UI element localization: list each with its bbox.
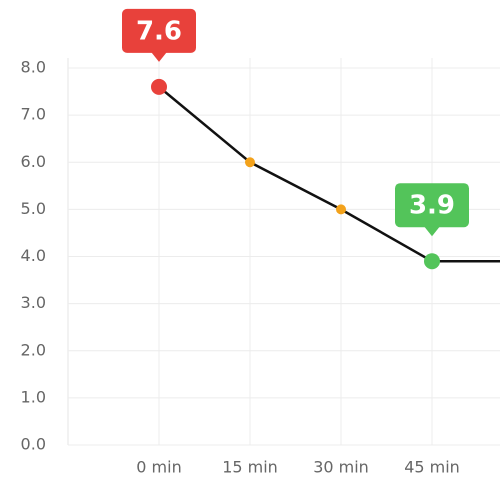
y-tick-label: 8.0	[21, 58, 46, 77]
point	[336, 204, 346, 215]
y-tick-label: 0.0	[21, 435, 46, 454]
callout-pointer	[424, 226, 440, 237]
callout-box	[122, 8, 196, 53]
y-tick-label: 5.0	[21, 199, 46, 218]
point	[245, 157, 255, 168]
x-tick-label: 45 min	[404, 458, 460, 477]
x-tick-label: 0 min	[136, 458, 181, 477]
callout-box	[395, 183, 469, 228]
callout: 3.9	[395, 183, 469, 237]
y-tick-label: 3.0	[21, 293, 46, 312]
point	[151, 78, 167, 95]
data-label: 7.6	[136, 16, 182, 46]
y-tick-label: 1.0	[21, 387, 46, 406]
x-tick-label: 15 min	[222, 458, 278, 477]
callout-pointer	[151, 51, 167, 62]
y-tick-label: 2.0	[21, 340, 46, 359]
data-label: 3.9	[409, 191, 455, 221]
x-tick-label: 30 min	[313, 458, 369, 477]
y-tick-label: 7.0	[21, 105, 46, 124]
callout: 7.6	[122, 8, 196, 62]
y-tick-label: 4.0	[21, 246, 46, 265]
y-tick-label: 6.0	[21, 152, 46, 171]
point	[424, 253, 440, 270]
line	[158, 85, 500, 263]
